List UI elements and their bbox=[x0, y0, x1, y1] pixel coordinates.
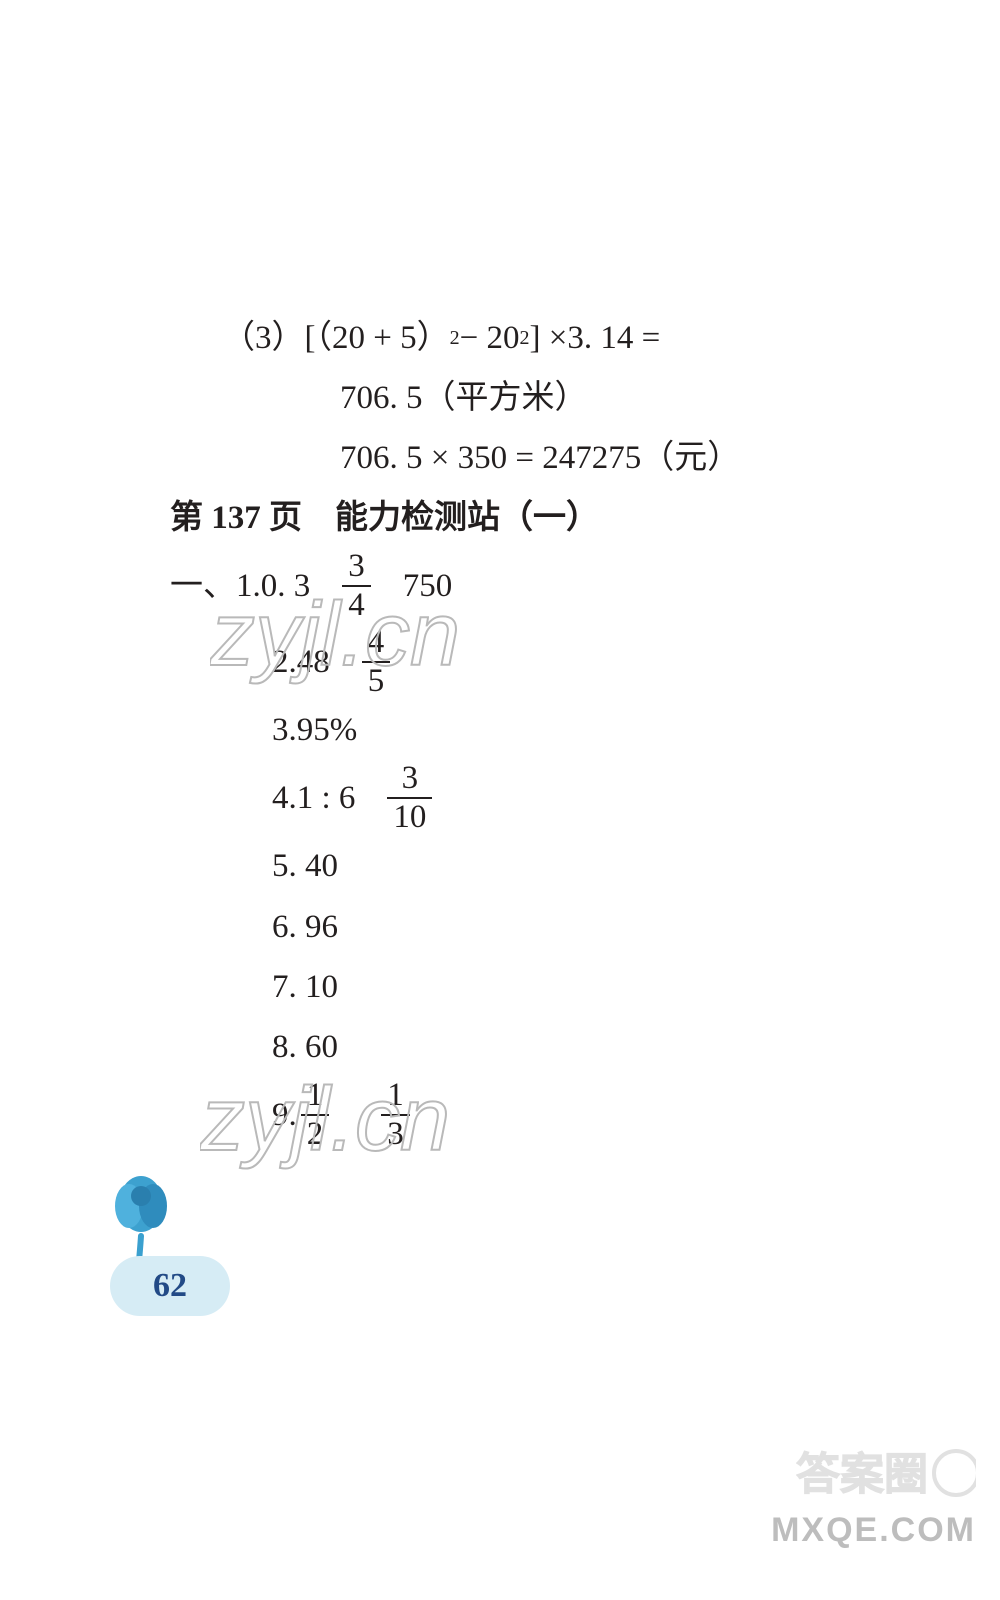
a5-text: 5. 40 bbox=[272, 838, 338, 894]
corner-logo: 答案圈 bbox=[796, 1445, 976, 1505]
p3-tail: ] ×3. 14 = bbox=[529, 310, 660, 366]
answer-4-row: 4. 1 : 6 3 10 bbox=[170, 762, 890, 834]
a1-v1: 0. 3 bbox=[261, 558, 311, 614]
page-root: （3） [（20 + 5） 2 − 20 2 ] ×3. 14 = 706. 5… bbox=[0, 0, 1000, 1600]
a1-frac: 3 4 bbox=[342, 550, 371, 622]
content-block: （3） [（20 + 5） 2 − 20 2 ] ×3. 14 = 706. 5… bbox=[170, 310, 890, 1155]
problem-3-line1: （3） [（20 + 5） 2 − 20 2 ] ×3. 14 = bbox=[170, 310, 890, 366]
page-number: 62 bbox=[153, 1267, 187, 1305]
section-heading: 第 137 页 能力检测站（一） bbox=[170, 490, 890, 546]
a9-f1-den: 2 bbox=[301, 1116, 330, 1151]
a9-frac2: 1 3 bbox=[381, 1079, 410, 1151]
a2-frac-den: 5 bbox=[362, 663, 391, 698]
corner-url: MXQE.COM bbox=[771, 1511, 976, 1550]
a8-text: 8. 60 bbox=[272, 1019, 338, 1075]
answer-9-row: 9. 1 2 1 3 bbox=[170, 1079, 890, 1151]
answer-8-row: 8. 60 bbox=[170, 1019, 890, 1075]
a1-v3: 750 bbox=[403, 558, 453, 614]
a1-frac-den: 4 bbox=[342, 587, 371, 622]
a3-label: 3. bbox=[272, 702, 297, 758]
problem-3-line3: 706. 5 × 350 = 247275（元） bbox=[170, 430, 890, 486]
answer-6-row: 6. 96 bbox=[170, 899, 890, 955]
p3-result1: 706. 5（平方米） bbox=[340, 370, 588, 426]
a9-f1-num: 1 bbox=[301, 1079, 330, 1114]
section-one-label: 一、 bbox=[170, 558, 236, 614]
answer-3-row: 3. 95% bbox=[170, 702, 890, 758]
p3-prefix: （3） bbox=[222, 310, 305, 366]
a7-text: 7. 10 bbox=[272, 959, 338, 1015]
answer-1-row: 一、 1. 0. 3 3 4 750 bbox=[170, 550, 890, 622]
p3-result2: 706. 5 × 350 = 247275（元） bbox=[340, 430, 740, 486]
answer-2-row: 2. 48 4 5 bbox=[170, 626, 890, 698]
a9-label: 9. bbox=[272, 1087, 297, 1143]
a6-text: 6. 96 bbox=[272, 899, 338, 955]
corner-logo-text: 答案圈 bbox=[796, 1450, 928, 1499]
a4-frac-den: 10 bbox=[387, 799, 432, 834]
p3-mid: − 20 bbox=[460, 310, 520, 366]
a2-label: 2. bbox=[272, 634, 297, 690]
a1-frac-num: 3 bbox=[342, 550, 371, 585]
a4-v1: 1 : 6 bbox=[297, 770, 356, 826]
a9-f2-num: 1 bbox=[381, 1079, 410, 1114]
heading-text: 第 137 页 能力检测站（一） bbox=[170, 490, 599, 546]
a9-frac1: 1 2 bbox=[301, 1079, 330, 1151]
a4-frac: 3 10 bbox=[387, 762, 432, 834]
answer-7-row: 7. 10 bbox=[170, 959, 890, 1015]
a2-frac-num: 4 bbox=[362, 626, 391, 661]
p3-a: [（20 + 5） bbox=[305, 310, 450, 366]
answer-5-row: 5. 40 bbox=[170, 838, 890, 894]
a4-frac-num: 3 bbox=[396, 762, 425, 797]
a2-frac: 4 5 bbox=[362, 626, 391, 698]
a1-label: 1. bbox=[236, 558, 261, 614]
problem-3-line2: 706. 5（平方米） bbox=[170, 370, 890, 426]
page-number-badge: 62 bbox=[110, 1256, 230, 1316]
a3-v1: 95% bbox=[297, 702, 358, 758]
a9-f2-den: 3 bbox=[381, 1116, 410, 1151]
a2-v1: 48 bbox=[297, 634, 330, 690]
a4-label: 4. bbox=[272, 770, 297, 826]
